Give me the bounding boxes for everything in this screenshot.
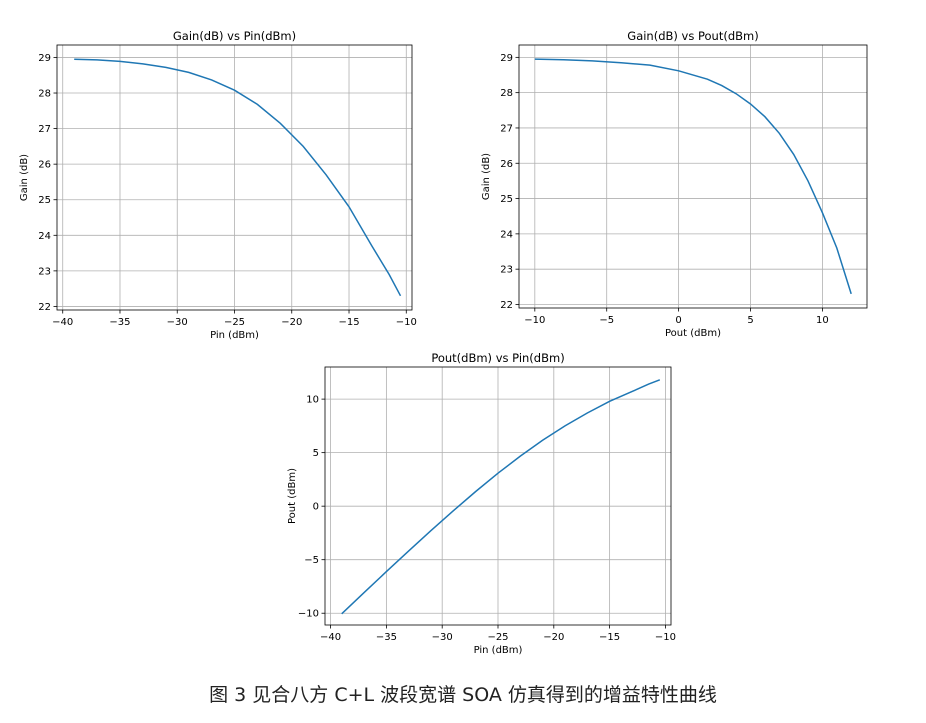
svg-text:25: 25 — [38, 195, 51, 206]
y-axis-ticks: −10 −5 0 5 10 — [298, 395, 325, 620]
figure-caption: 图 3 见合八方 C+L 波段宽谱 SOA 仿真得到的增益特性曲线 — [209, 684, 717, 706]
axes-frame — [518, 44, 868, 309]
y-axis-label: Gain (dB) — [19, 154, 30, 201]
svg-text:−10: −10 — [524, 315, 545, 326]
svg-text:−15: −15 — [338, 317, 359, 328]
grid-lines — [325, 367, 671, 625]
svg-text:−35: −35 — [376, 632, 397, 643]
svg-text:5: 5 — [313, 448, 319, 459]
chart-title: Pout(dBm) vs Pin(dBm) — [431, 351, 564, 365]
svg-text:0: 0 — [313, 502, 319, 513]
svg-text:−15: −15 — [599, 632, 620, 643]
svg-text:−25: −25 — [224, 317, 245, 328]
svg-text:−5: −5 — [599, 315, 614, 326]
chart-title: Gain(dB) vs Pout(dBm) — [627, 29, 758, 43]
svg-text:10: 10 — [816, 315, 829, 326]
chart-pout-vs-pin: −40 −35 −30 −25 −20 −15 −10 −10 −5 0 5 10 Pout(dBm) … — [287, 351, 676, 656]
svg-text:23: 23 — [38, 266, 51, 277]
svg-text:28: 28 — [500, 88, 513, 99]
y-axis-label: Gain (dB) — [481, 153, 492, 200]
svg-text:27: 27 — [500, 123, 513, 134]
chart-gain-vs-pout: −10 −5 0 5 10 22 23 24 25 26 27 28 29 Gain(dB) vs Pou… — [481, 29, 868, 339]
svg-text:−40: −40 — [52, 317, 73, 328]
grid-lines — [57, 45, 412, 310]
x-axis-ticks: −10 −5 0 5 10 — [524, 308, 829, 326]
x-axis-ticks: −40 −35 −30 −25 −20 −15 −10 — [320, 625, 676, 643]
svg-text:−10: −10 — [298, 609, 319, 620]
svg-text:10: 10 — [306, 395, 319, 406]
x-axis-label: Pin (dBm) — [210, 330, 259, 341]
svg-text:−25: −25 — [487, 632, 508, 643]
svg-text:24: 24 — [500, 229, 513, 240]
svg-text:−10: −10 — [396, 317, 417, 328]
chart-title: Gain(dB) vs Pin(dBm) — [173, 29, 296, 43]
svg-text:−35: −35 — [109, 317, 130, 328]
svg-text:5: 5 — [747, 315, 753, 326]
y-axis-label: Pout (dBm) — [287, 468, 298, 524]
svg-text:26: 26 — [38, 160, 51, 171]
data-line — [341, 379, 661, 615]
chart-gain-vs-pin: −40 −35 −30 −25 −20 −15 −10 22 23 24 25 26 27 28 29 Gai… — [19, 29, 417, 341]
x-axis-label: Pout (dBm) — [665, 328, 721, 339]
svg-text:27: 27 — [38, 124, 51, 135]
svg-text:22: 22 — [38, 302, 51, 313]
data-line — [534, 58, 852, 295]
svg-text:22: 22 — [500, 300, 513, 311]
svg-text:−30: −30 — [432, 632, 453, 643]
svg-text:25: 25 — [500, 194, 513, 205]
x-axis-ticks: −40 −35 −30 −25 −20 −15 −10 — [52, 310, 417, 328]
svg-text:−5: −5 — [304, 555, 319, 566]
svg-text:−40: −40 — [320, 632, 341, 643]
x-axis-label: Pin (dBm) — [474, 645, 523, 656]
svg-text:29: 29 — [500, 53, 513, 64]
y-axis-ticks: 22 23 24 25 26 27 28 29 — [500, 53, 519, 311]
svg-text:−10: −10 — [655, 632, 676, 643]
svg-text:23: 23 — [500, 265, 513, 276]
svg-text:−30: −30 — [167, 317, 188, 328]
svg-text:24: 24 — [38, 231, 51, 242]
svg-text:26: 26 — [500, 159, 513, 170]
grid-lines — [519, 45, 867, 308]
svg-text:−20: −20 — [543, 632, 564, 643]
svg-text:−20: −20 — [281, 317, 302, 328]
svg-text:29: 29 — [38, 53, 51, 64]
y-axis-ticks: 22 23 24 25 26 27 28 29 — [38, 53, 57, 313]
svg-text:0: 0 — [675, 315, 681, 326]
svg-text:28: 28 — [38, 89, 51, 100]
data-line — [74, 58, 402, 297]
